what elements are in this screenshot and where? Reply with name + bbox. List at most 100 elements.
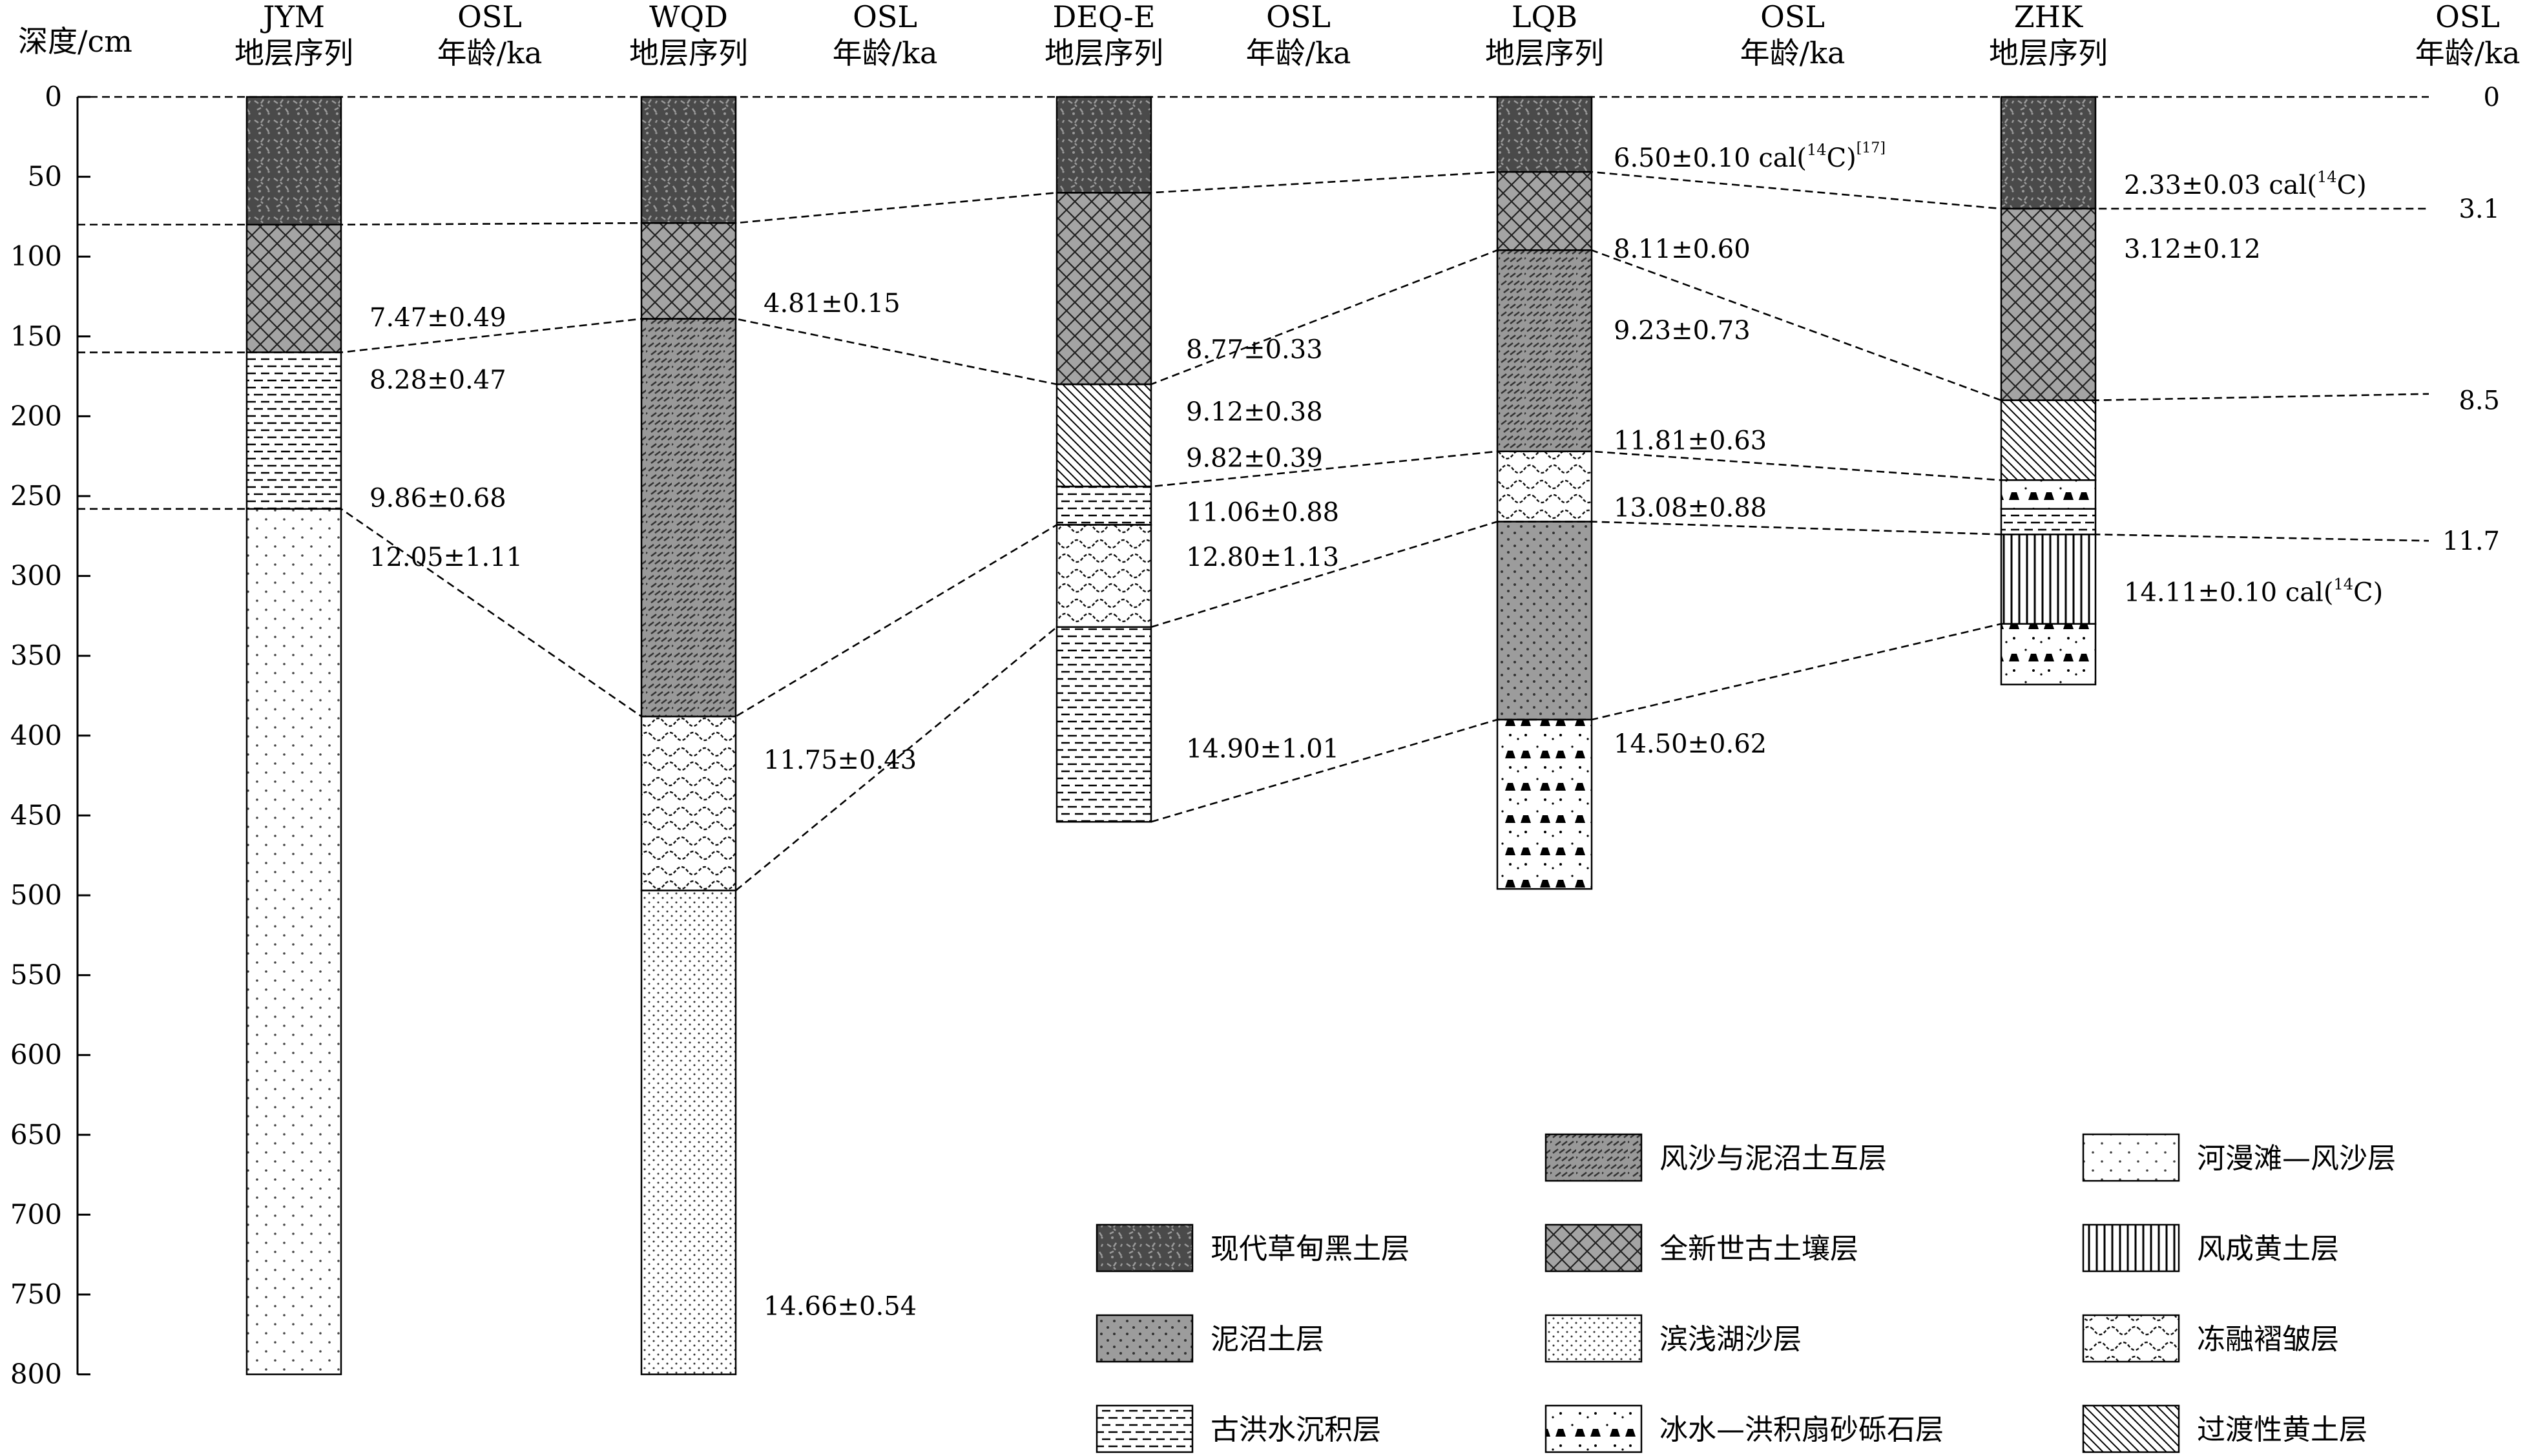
column-name: ZHK xyxy=(2014,0,2084,34)
legend-swatch xyxy=(1096,1404,1194,1453)
layer-glaciofluvial xyxy=(2000,623,2097,685)
legend-item-swamp: 泥沼土层 xyxy=(1096,1314,1324,1363)
osl-age-label: 4.81±0.15 xyxy=(764,289,900,318)
column-subtitle: 地层序列 xyxy=(1045,36,1163,70)
legend-item-transitional_loess: 过渡性黄土层 xyxy=(2082,1404,2367,1453)
layer-floodplain_aeolian xyxy=(245,508,342,1375)
layer-holocene_paleosol xyxy=(1496,171,1593,251)
column-name: JYM xyxy=(260,0,325,34)
depth-tick-label: 150 xyxy=(10,320,62,352)
depth-tick-label: 250 xyxy=(10,480,62,512)
legend-swatch xyxy=(2082,1133,2180,1182)
depth-tick-label: 400 xyxy=(10,720,62,751)
legend-label: 过渡性黄土层 xyxy=(2197,1413,2367,1446)
layer-modern_meadow xyxy=(640,96,737,224)
osl-age-label: 8.77±0.33 xyxy=(1186,335,1323,365)
legend-item-holocene_paleosol: 全新世古土壤层 xyxy=(1544,1223,1858,1273)
layer-cryoturbation xyxy=(1496,450,1593,523)
legend-swatch xyxy=(1096,1223,1194,1273)
osl-age-label: 12.80±1.13 xyxy=(1186,543,1339,572)
right-osl-unit-header: 年龄/ka xyxy=(2415,36,2521,70)
legend-item-modern_meadow: 现代草甸黑土层 xyxy=(1096,1223,1409,1273)
depth-tick-label: 800 xyxy=(10,1358,62,1390)
depth-tick-label: 650 xyxy=(10,1119,62,1150)
legend-item-floodplain_aeolian: 河漫滩—风沙层 xyxy=(2082,1133,2396,1182)
legend-swatch xyxy=(1544,1223,1643,1273)
layer-holocene_paleosol xyxy=(2000,207,2097,401)
layer-modern_meadow xyxy=(1056,96,1152,194)
legend-swatch xyxy=(2082,1314,2180,1363)
osl-age-label: 11.75±0.43 xyxy=(764,745,917,775)
correlation-line xyxy=(735,626,1057,891)
depth-tick-label: 750 xyxy=(10,1278,62,1310)
correlation-line xyxy=(1150,623,2002,823)
legend-item-lake_sand: 滨浅湖沙层 xyxy=(1544,1314,1802,1363)
layer-paleoflood xyxy=(245,351,342,510)
right-age-label: 11.7 xyxy=(2442,526,2500,556)
depth-tick-label: 100 xyxy=(10,240,62,272)
legend-label: 全新世古土壤层 xyxy=(1659,1232,1858,1265)
layer-lake_sand xyxy=(640,889,737,1375)
osl-age-label: 14.66±0.54 xyxy=(764,1291,917,1321)
depth-axis: 深度/cm 0 50 100 150 200 250 300 350 400 450 500 550 6… xyxy=(10,24,132,1390)
legend-label: 冻融褶皱层 xyxy=(2197,1323,2339,1356)
legend-swatch xyxy=(1096,1314,1194,1363)
layer-transitional_loess xyxy=(2000,399,2097,481)
column-name: LQB xyxy=(1512,0,1577,34)
osl-age-label: 14.50±0.62 xyxy=(1614,729,1767,759)
osl-header: OSL xyxy=(853,0,917,34)
legend-item-glaciofluvial: 冰水—洪积扇砂砾石层 xyxy=(1544,1404,1944,1453)
layer-holocene_paleosol xyxy=(640,222,737,320)
depth-tick-label: 350 xyxy=(10,640,62,671)
layer-aeolian_swamp xyxy=(640,318,737,718)
osl-age-label: 9.23±0.73 xyxy=(1614,316,1751,346)
legend-label: 古洪水沉积层 xyxy=(1211,1413,1381,1446)
depth-tick-label: 550 xyxy=(10,959,62,991)
legend-item-paleoflood: 古洪水沉积层 xyxy=(1096,1404,1381,1453)
osl-age-label: 8.28±0.47 xyxy=(369,366,506,395)
layer-paleoflood xyxy=(2000,508,2097,536)
depth-tick-label: 300 xyxy=(10,560,62,592)
correlation-line xyxy=(1150,521,2429,628)
layer-aeolian_loess xyxy=(2000,534,2097,625)
right-age-label: 0 xyxy=(2484,83,2500,112)
osl-age-label: 7.47±0.49 xyxy=(369,303,506,333)
column-subtitle: 地层序列 xyxy=(1989,36,2108,70)
correlation-line xyxy=(78,508,1151,718)
layer-swamp xyxy=(1496,521,1593,721)
depth-tick-label: 600 xyxy=(10,1039,62,1070)
depth-tick-label: 500 xyxy=(10,879,62,911)
osl-age-label: 11.06±0.88 xyxy=(1186,498,1339,528)
osl-age-label: 6.50±0.10 cal(14C)[17] xyxy=(1614,140,1886,173)
layer-modern_meadow xyxy=(2000,96,2097,210)
column-name: WQD xyxy=(649,0,728,34)
osl-header: OSL xyxy=(1266,0,1331,34)
legend-item-aeolian_loess: 风成黄土层 xyxy=(2082,1223,2339,1273)
osl-age-label: 2.33±0.03 cal(14C) xyxy=(2124,168,2367,200)
legend-label: 河漫滩—风沙层 xyxy=(2197,1142,2396,1175)
layer-paleoflood xyxy=(1056,485,1152,526)
depth-axis-title: 深度/cm xyxy=(18,24,132,59)
correlation-line xyxy=(78,171,2429,226)
osl-age-label: 9.82±0.39 xyxy=(1186,444,1323,473)
layer-transitional_loess xyxy=(1056,383,1152,488)
legend-swatch xyxy=(1544,1404,1643,1453)
osl-age-label: 11.81±0.63 xyxy=(1614,426,1767,455)
osl-age-label: 14.90±1.01 xyxy=(1186,734,1339,764)
osl-header: OSL xyxy=(1760,0,1825,34)
depth-tick-label: 450 xyxy=(10,799,62,831)
correlation-line xyxy=(1057,450,2002,488)
osl-age-label: 8.11±0.60 xyxy=(1614,234,1751,264)
layer-holocene_paleosol xyxy=(245,224,342,353)
layer-cryoturbation xyxy=(640,715,737,891)
right-age-label: 3.1 xyxy=(2459,194,2500,224)
legend-label: 泥沼土层 xyxy=(1211,1323,1324,1356)
legend-swatch xyxy=(2082,1223,2180,1273)
osl-age-label: 13.08±0.88 xyxy=(1614,493,1767,523)
osl-unit-header: 年龄/ka xyxy=(1740,36,1846,70)
